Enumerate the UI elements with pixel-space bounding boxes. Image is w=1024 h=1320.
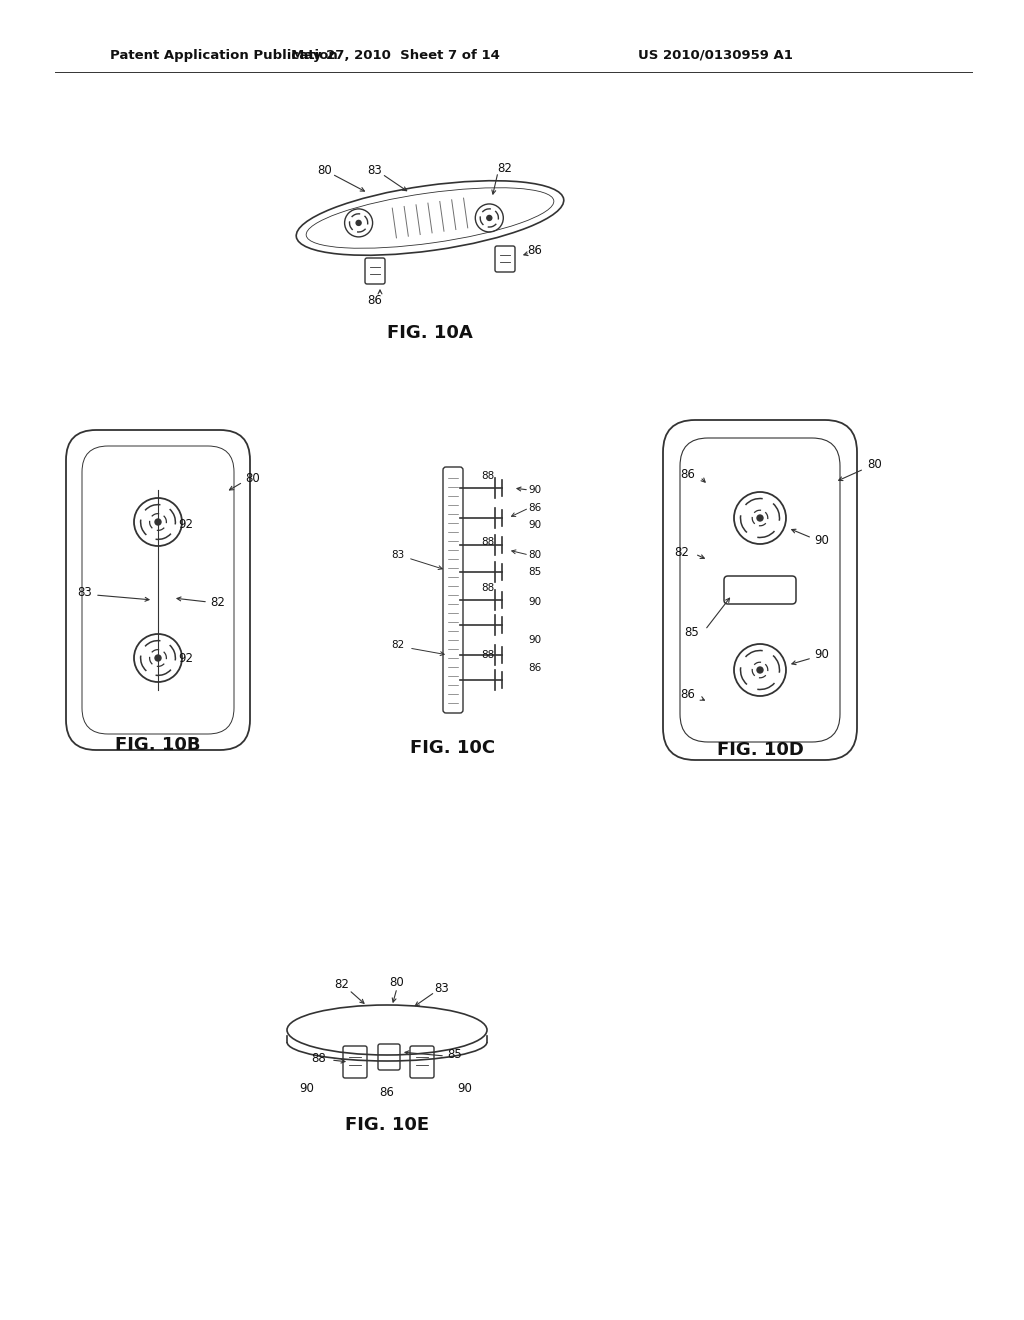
Text: 86: 86 <box>681 689 695 701</box>
Text: 85: 85 <box>447 1048 463 1060</box>
Text: 80: 80 <box>867 458 883 471</box>
Text: 86: 86 <box>528 663 542 673</box>
Text: May 27, 2010  Sheet 7 of 14: May 27, 2010 Sheet 7 of 14 <box>291 49 500 62</box>
Text: 85: 85 <box>528 568 542 577</box>
Text: 83: 83 <box>78 586 92 598</box>
Circle shape <box>757 515 763 521</box>
Text: 82: 82 <box>498 161 512 174</box>
Text: 90: 90 <box>300 1081 314 1094</box>
Circle shape <box>486 215 492 220</box>
Circle shape <box>155 655 161 661</box>
Text: 80: 80 <box>246 471 260 484</box>
Text: US 2010/0130959 A1: US 2010/0130959 A1 <box>638 49 793 62</box>
Text: 82: 82 <box>335 978 349 991</box>
Text: 80: 80 <box>317 164 333 177</box>
Text: Patent Application Publication: Patent Application Publication <box>110 49 338 62</box>
Text: 92: 92 <box>178 519 194 532</box>
Text: FIG. 10C: FIG. 10C <box>411 739 496 756</box>
Text: 90: 90 <box>528 484 542 495</box>
Text: 82: 82 <box>675 545 689 558</box>
Text: 85: 85 <box>685 626 699 639</box>
Text: FIG. 10D: FIG. 10D <box>717 741 804 759</box>
Text: 86: 86 <box>528 503 542 513</box>
Text: 88: 88 <box>481 471 495 480</box>
Text: 82: 82 <box>211 595 225 609</box>
Text: 83: 83 <box>368 164 382 177</box>
Text: 83: 83 <box>391 550 404 560</box>
Text: FIG. 10E: FIG. 10E <box>345 1115 429 1134</box>
Circle shape <box>757 667 763 673</box>
Text: 88: 88 <box>481 537 495 546</box>
Text: 82: 82 <box>391 640 404 649</box>
Text: 80: 80 <box>528 550 542 560</box>
Text: 90: 90 <box>814 648 829 661</box>
Text: FIG. 10B: FIG. 10B <box>116 737 201 754</box>
Text: 90: 90 <box>528 597 542 607</box>
Circle shape <box>155 519 161 525</box>
Text: 90: 90 <box>528 520 542 531</box>
Text: 90: 90 <box>814 533 829 546</box>
Text: 88: 88 <box>481 649 495 660</box>
Circle shape <box>356 220 361 226</box>
Text: 83: 83 <box>434 982 450 994</box>
Text: 92: 92 <box>178 652 194 664</box>
Text: 88: 88 <box>481 583 495 593</box>
Text: FIG. 10A: FIG. 10A <box>387 323 473 342</box>
Text: 90: 90 <box>528 635 542 645</box>
Text: 86: 86 <box>368 293 382 306</box>
Text: 80: 80 <box>389 975 404 989</box>
Text: 86: 86 <box>527 243 543 256</box>
Text: 88: 88 <box>311 1052 327 1064</box>
Text: 90: 90 <box>458 1081 472 1094</box>
Text: 86: 86 <box>380 1085 394 1098</box>
Text: 86: 86 <box>681 469 695 482</box>
